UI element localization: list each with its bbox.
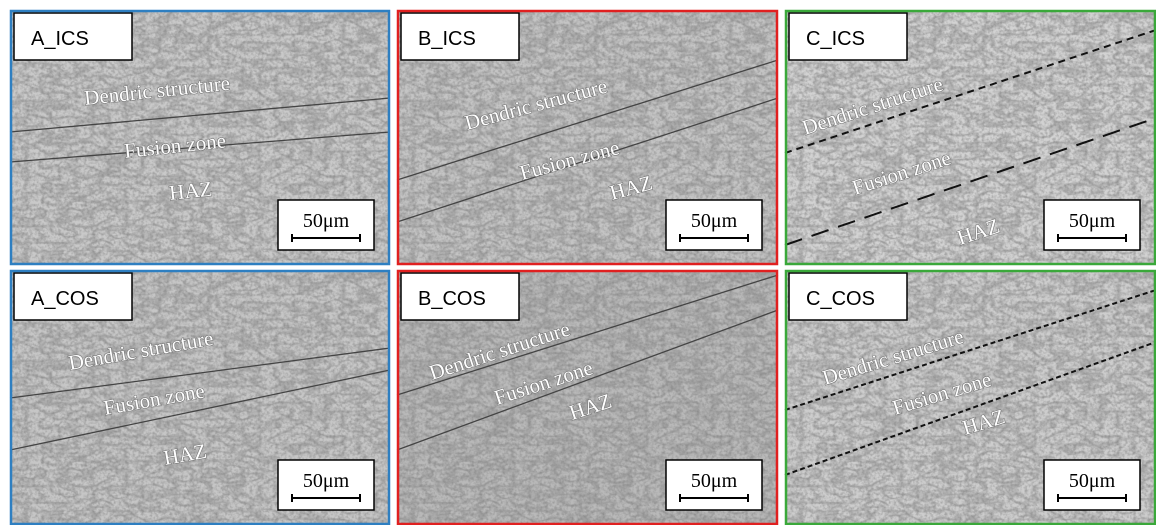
scale-bar	[291, 494, 361, 502]
scale-box	[277, 459, 375, 511]
label-box	[788, 272, 908, 321]
panel-label: B_COS	[418, 288, 486, 310]
zone-boundary	[396, 309, 779, 451]
panel-border	[396, 269, 779, 526]
panel-border	[9, 269, 391, 526]
zone-boundary	[9, 131, 391, 163]
scale-box	[1043, 459, 1141, 511]
scale-box	[665, 199, 763, 251]
scale-label: 50μm	[303, 470, 350, 492]
label-box	[13, 12, 133, 61]
panel-label: A_COS	[31, 288, 99, 310]
scale-bar	[291, 234, 361, 242]
panel-label: C_COS	[806, 288, 875, 310]
scale-bar	[679, 494, 749, 502]
scale-bar	[679, 234, 749, 242]
zone-boundary	[784, 341, 1156, 476]
zone-boundary	[9, 97, 391, 133]
label-box	[788, 12, 908, 61]
panel-label: B_ICS	[418, 28, 476, 50]
panel-border	[784, 9, 1156, 266]
zone-boundary	[784, 29, 1156, 154]
panel-border	[9, 9, 391, 266]
scale-bar	[1057, 494, 1127, 502]
scale-box	[665, 459, 763, 511]
scale-label: 50μm	[1069, 210, 1116, 232]
label-box	[400, 272, 520, 321]
scale-label: 50μm	[691, 470, 738, 492]
zone-boundary	[9, 369, 391, 451]
panel-border	[396, 9, 779, 266]
scale-box	[1043, 199, 1141, 251]
scale-box	[277, 199, 375, 251]
panel-label: C_ICS	[806, 28, 865, 50]
label-box	[400, 12, 520, 61]
zone-boundary	[784, 289, 1156, 411]
scale-bar	[1057, 234, 1127, 242]
panel-label: A_ICS	[31, 28, 89, 50]
zone-boundary	[396, 59, 779, 181]
zone-annotation: HAZ	[168, 177, 213, 205]
zone-boundary	[396, 274, 779, 396]
scale-label: 50μm	[1069, 470, 1116, 492]
label-box	[13, 272, 133, 321]
panel-border	[784, 269, 1156, 526]
zone-boundary	[784, 117, 1156, 246]
zone-boundary	[396, 97, 779, 223]
scale-label: 50μm	[691, 210, 738, 232]
scale-label: 50μm	[303, 210, 350, 232]
zone-boundary	[9, 347, 391, 399]
